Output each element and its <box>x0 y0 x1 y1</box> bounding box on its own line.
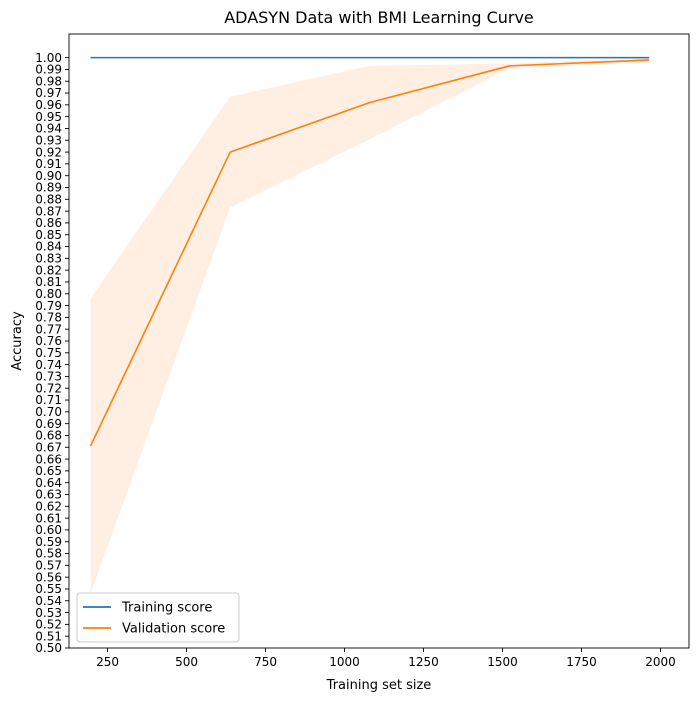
x-tick-label: 1250 <box>408 655 439 669</box>
y-tick-label: 0.68 <box>35 429 62 443</box>
y-tick-label: 0.70 <box>35 405 62 419</box>
y-tick-label: 0.53 <box>35 606 62 620</box>
y-tick-label: 0.95 <box>35 110 62 124</box>
y-tick-label: 0.69 <box>35 417 62 431</box>
legend: Training score Validation score <box>76 592 240 643</box>
y-tick-label: 0.92 <box>35 145 62 159</box>
y-tick-label: 0.59 <box>35 535 62 549</box>
y-tick-label: 0.75 <box>35 346 62 360</box>
y-tick-label: 0.79 <box>35 299 62 313</box>
y-tick-label: 0.87 <box>35 204 62 218</box>
y-tick-label: 0.89 <box>35 181 62 195</box>
chart-title: ADASYN Data with BMI Learning Curve <box>224 8 534 27</box>
y-tick-label: 0.50 <box>35 641 62 655</box>
y-tick-label: 0.64 <box>35 476 62 490</box>
y-tick-label: 0.76 <box>35 334 62 348</box>
legend-training-label: Training score <box>121 601 212 616</box>
x-tick-label: 1750 <box>566 655 597 669</box>
x-tick-label: 750 <box>254 655 277 669</box>
y-tick-label: 0.83 <box>35 252 62 266</box>
y-tick-label: 0.62 <box>35 500 62 514</box>
y-tick-label: 0.94 <box>35 122 62 136</box>
y-tick-label: 0.61 <box>35 511 62 525</box>
y-tick-label: 0.60 <box>35 523 62 537</box>
y-tick-label: 0.98 <box>35 74 62 88</box>
y-tick-label: 0.85 <box>35 228 62 242</box>
y-tick-label: 0.82 <box>35 263 62 277</box>
y-tick-label: 0.80 <box>35 287 62 301</box>
y-tick-label: 0.54 <box>35 594 62 608</box>
y-tick-label: 0.56 <box>35 570 62 584</box>
y-tick-label: 0.52 <box>35 618 62 632</box>
x-tick-label: 1500 <box>487 655 518 669</box>
y-tick-label: 0.78 <box>35 311 62 325</box>
y-tick-label: 0.90 <box>35 169 62 183</box>
y-tick-label: 1.00 <box>35 51 62 65</box>
y-tick-label: 0.65 <box>35 464 62 478</box>
legend-validation-label: Validation score <box>122 622 225 637</box>
y-tick-label: 0.58 <box>35 547 62 561</box>
x-tick-label: 250 <box>96 655 119 669</box>
y-tick-label: 0.63 <box>35 488 62 502</box>
y-tick-label: 0.73 <box>35 370 62 384</box>
y-tick-label: 0.51 <box>35 629 62 643</box>
legend-box <box>76 592 240 643</box>
y-tick-label: 0.72 <box>35 381 62 395</box>
y-tick-label: 0.77 <box>35 322 62 336</box>
y-tick-label: 0.81 <box>35 275 62 289</box>
plot-area: 250 500 750 1000 1250 1500 1750 20000.500.510.5… <box>35 33 690 669</box>
y-tick-label: 0.93 <box>35 133 62 147</box>
y-tick-label: 0.96 <box>35 98 62 112</box>
x-tick-label: 1000 <box>329 655 360 669</box>
y-tick-label: 0.67 <box>35 440 62 454</box>
y-axis-title: Accuracy <box>10 311 25 371</box>
x-axis-title: Training set size <box>326 678 432 693</box>
y-tick-label: 0.88 <box>35 193 62 207</box>
y-tick-label: 0.71 <box>35 393 62 407</box>
y-tick-label: 0.86 <box>35 216 62 230</box>
y-tick-label: 0.97 <box>35 86 62 100</box>
y-tick-label: 0.91 <box>35 157 62 171</box>
x-tick-label: 500 <box>175 655 198 669</box>
y-tick-label: 0.57 <box>35 559 62 573</box>
y-tick-label: 0.84 <box>35 240 62 254</box>
validation-score-line <box>89 59 650 447</box>
y-tick-label: 0.66 <box>35 452 62 466</box>
x-tick-label: 2000 <box>645 655 676 669</box>
validation-score-band <box>90 57 650 594</box>
y-tick-label: 0.74 <box>35 358 62 372</box>
y-tick-label: 0.55 <box>35 582 62 596</box>
y-tick-label: 0.99 <box>35 63 62 77</box>
